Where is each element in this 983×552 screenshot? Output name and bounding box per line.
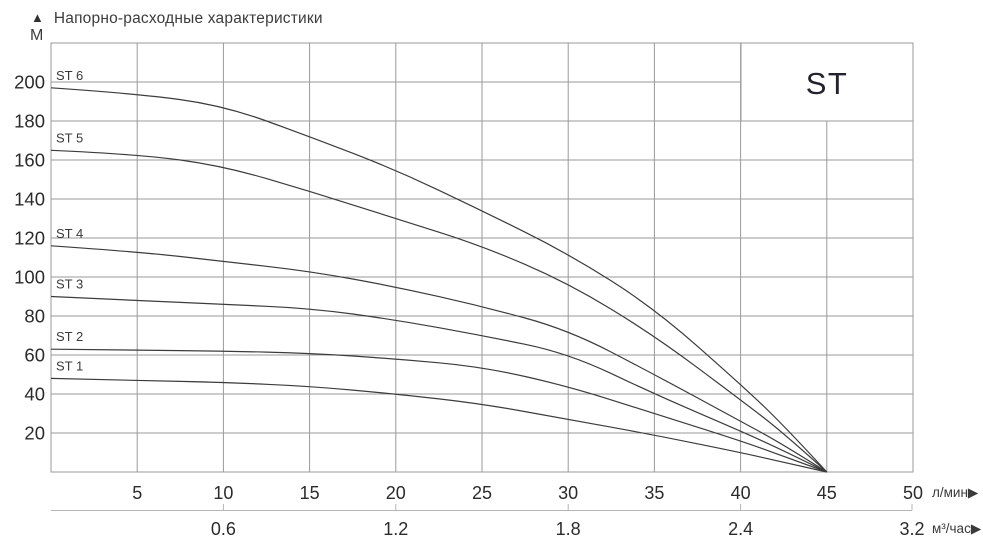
x-tick-label: 45 — [817, 483, 837, 503]
y-tick-label: 80 — [24, 306, 45, 327]
x-tick-label: 30 — [558, 483, 578, 503]
x-tick-label: 25 — [472, 483, 492, 503]
y-tick-label: 200 — [14, 72, 45, 93]
curve-label-st-6: ST 6 — [56, 68, 83, 83]
y-axis-up-arrow-icon: ▲ — [31, 10, 44, 25]
y-tick-label: 60 — [24, 345, 45, 366]
series-legend-box: ST — [740, 42, 914, 122]
plot-border — [50, 42, 914, 473]
x2-tick-label: 0.6 — [211, 519, 236, 539]
y-tick-label: 140 — [14, 189, 45, 210]
y-tick-label: 120 — [14, 228, 45, 249]
y-tick-label: 100 — [14, 267, 45, 288]
x-tick-label: 5 — [132, 483, 142, 503]
x2-axis-unit-label: м³/час▶ — [932, 521, 982, 536]
curve-st-2 — [50, 348, 828, 473]
x2-tick-label: 1.8 — [556, 519, 581, 539]
y-axis-unit-label: М — [30, 27, 44, 44]
chart-title: Напорно-расходные характеристики — [53, 10, 323, 27]
x-tick-label: 10 — [213, 483, 233, 503]
legend-box-frame — [740, 42, 914, 122]
x2-tick-label: 2.4 — [728, 519, 753, 539]
x-tick-label: 35 — [644, 483, 664, 503]
curve-st-5 — [50, 149, 828, 473]
curve-label-st-5: ST 5 — [56, 130, 83, 145]
x-tick-label: 50 — [903, 483, 923, 503]
y-tick-label: 180 — [14, 111, 45, 132]
x-tick-label: 40 — [731, 483, 751, 503]
legend-box-label: ST — [806, 66, 849, 101]
curve-st-1 — [50, 377, 827, 473]
curve-label-st-4: ST 4 — [56, 226, 83, 241]
curve-st-6 — [50, 87, 828, 473]
x-tick-label: 15 — [300, 483, 320, 503]
x-tick-label: 20 — [386, 483, 406, 503]
y-tick-label: 160 — [14, 150, 45, 171]
y-tick-label: 40 — [24, 384, 45, 405]
chart-header: ▲ Напорно-расходные характеристики — [31, 10, 323, 27]
x-axis-unit-label: л/мин▶ — [932, 485, 979, 500]
x2-tick-label: 3.2 — [899, 519, 924, 539]
curve-label-st-1: ST 1 — [56, 358, 83, 373]
x2-tick-label: 1.2 — [383, 519, 408, 539]
y-tick-label: 20 — [24, 423, 45, 444]
curve-label-st-3: ST 3 — [56, 277, 83, 292]
curve-label-st-2: ST 2 — [56, 329, 83, 344]
curve-st-3 — [50, 295, 828, 473]
curve-st-4 — [50, 245, 828, 473]
